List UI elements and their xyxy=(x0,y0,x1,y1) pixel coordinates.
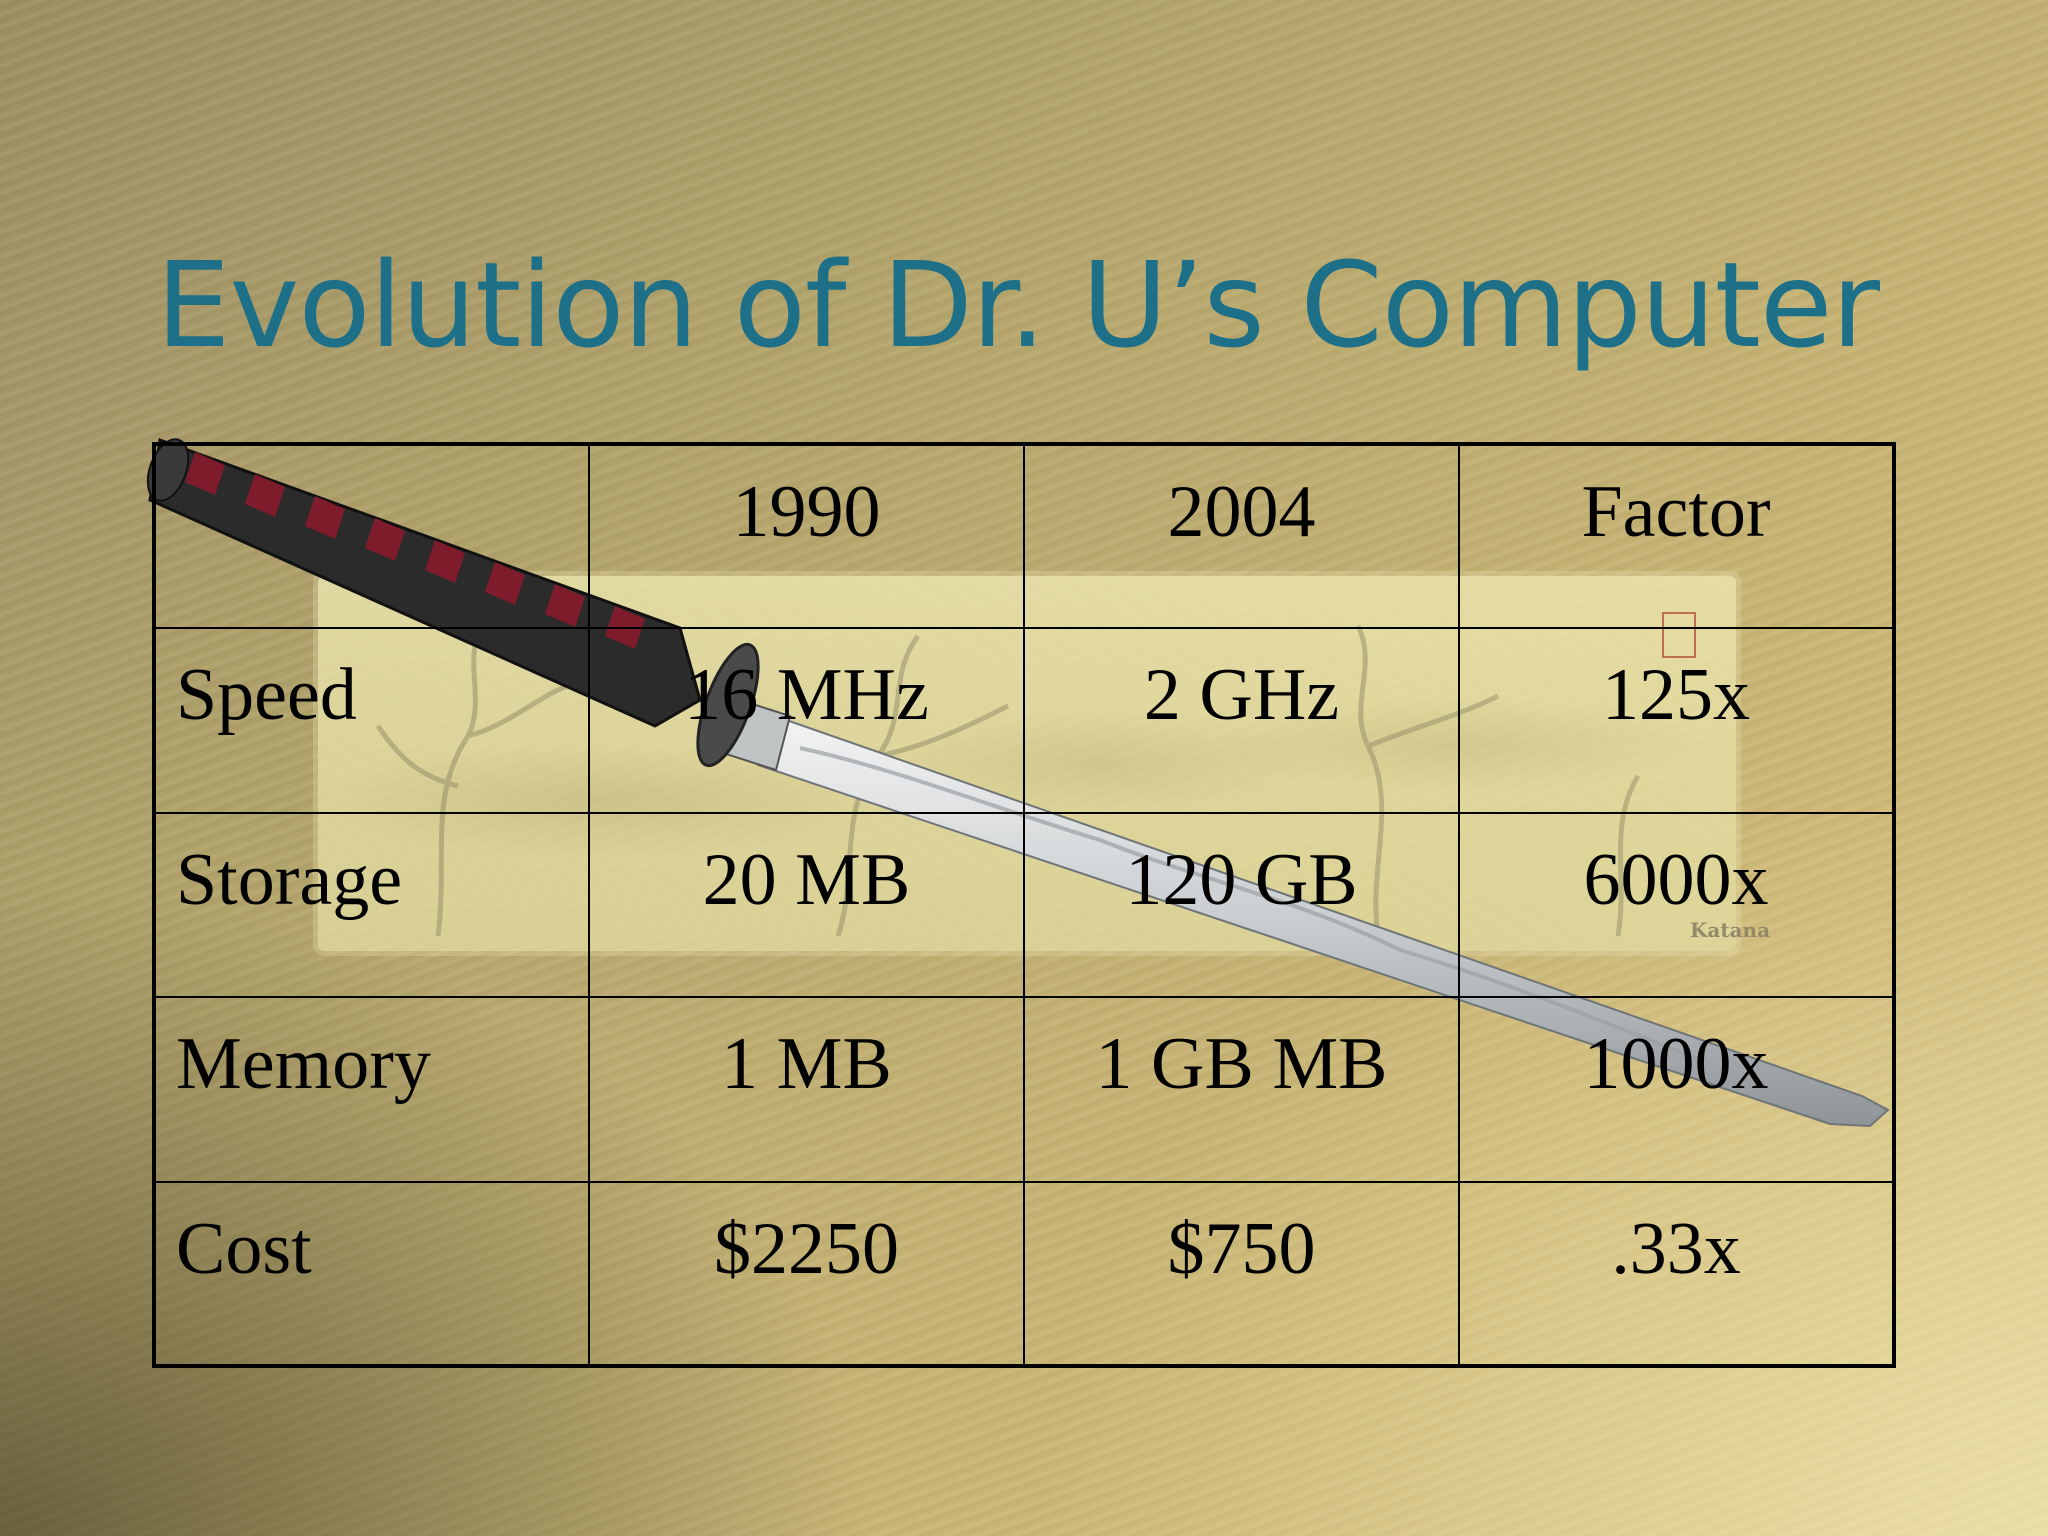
table-header-row: 1990 2004 Factor xyxy=(153,442,1895,630)
row-label-memory: Memory xyxy=(153,996,590,1183)
slide-title: Evolution of Dr. U’s Computer xyxy=(156,236,1880,374)
row-label-speed: Speed xyxy=(153,627,590,814)
cell-cost-factor: .33x xyxy=(1458,1180,1895,1368)
cell-speed-1990: 16 MHz xyxy=(588,627,1025,814)
table-row-storage: Storage 20 MB 120 GB 6000x xyxy=(153,811,1895,999)
cell-memory-2004: 1 GB MB xyxy=(1023,996,1460,1183)
row-label-cost: Cost xyxy=(153,1180,590,1368)
cell-speed-2004: 2 GHz xyxy=(1023,627,1460,814)
header-cell-empty xyxy=(153,442,590,630)
cell-storage-2004: 120 GB xyxy=(1023,811,1460,999)
cell-speed-factor: 125x xyxy=(1458,627,1895,814)
cell-memory-1990: 1 MB xyxy=(588,996,1025,1183)
table-row-speed: Speed 16 MHz 2 GHz 125x xyxy=(153,627,1895,814)
comparison-table: 1990 2004 Factor Speed 16 MHz 2 GHz 125x… xyxy=(152,442,1896,1368)
cell-cost-2004: $750 xyxy=(1023,1180,1460,1368)
table-row-memory: Memory 1 MB 1 GB MB 1000x xyxy=(153,996,1895,1183)
header-cell-2004: 2004 xyxy=(1023,442,1460,630)
table-row-cost: Cost $2250 $750 .33x xyxy=(153,1180,1895,1368)
cell-storage-factor: 6000x xyxy=(1458,811,1895,999)
header-cell-factor: Factor xyxy=(1458,442,1895,630)
cell-cost-1990: $2250 xyxy=(588,1180,1025,1368)
row-label-storage: Storage xyxy=(153,811,590,999)
cell-memory-factor: 1000x xyxy=(1458,996,1895,1183)
cell-storage-1990: 20 MB xyxy=(588,811,1025,999)
header-cell-1990: 1990 xyxy=(588,442,1025,630)
